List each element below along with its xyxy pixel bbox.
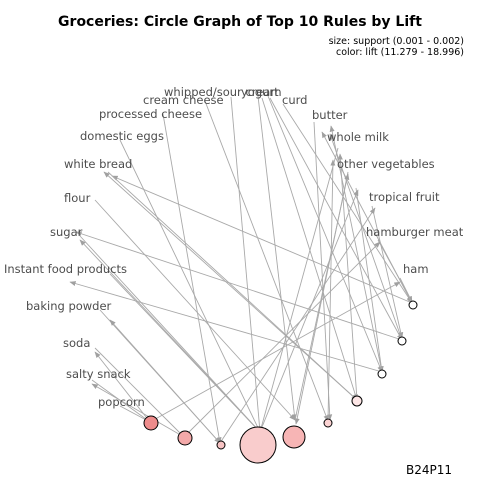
item-label-whole-milk: whole milk bbox=[327, 130, 389, 144]
rule-node-2[interactable] bbox=[397, 336, 407, 346]
edge bbox=[79, 239, 261, 433]
rule-node-4[interactable] bbox=[351, 395, 363, 407]
footer-code: B24P11 bbox=[406, 463, 453, 477]
item-label-instant-food-products: Instant food products bbox=[4, 262, 127, 276]
edge bbox=[69, 281, 383, 373]
rule-node-9[interactable] bbox=[177, 430, 193, 446]
edge bbox=[91, 383, 185, 438]
item-label-baking-powder: baking powder bbox=[26, 299, 112, 313]
item-label-curd: curd bbox=[282, 93, 307, 107]
item-label-cream-cheese: cream cheese bbox=[143, 93, 224, 107]
rule-node-6[interactable] bbox=[282, 425, 306, 449]
edge bbox=[261, 97, 358, 401]
edge bbox=[75, 231, 403, 341]
rule-node-7[interactable] bbox=[239, 426, 277, 464]
item-label-ham: ham bbox=[403, 262, 429, 276]
item-label-butter: butter bbox=[312, 108, 348, 122]
item-label-yogurt: yogurt bbox=[241, 85, 279, 99]
edge bbox=[355, 187, 384, 373]
item-label-popcorn: popcorn bbox=[98, 395, 145, 409]
chart-title: Groceries: Circle Graph of Top 10 Rules … bbox=[58, 14, 422, 30]
edge bbox=[119, 139, 261, 433]
edge bbox=[103, 171, 358, 401]
item-label-processed-cheese: processed cheese bbox=[99, 107, 202, 121]
edge bbox=[294, 173, 350, 421]
item-label-salty-snack: salty snack bbox=[66, 367, 131, 381]
edge bbox=[259, 189, 359, 433]
edge bbox=[327, 159, 336, 422]
edge bbox=[321, 131, 413, 304]
item-label-flour: flour bbox=[64, 191, 91, 205]
edge bbox=[257, 95, 297, 421]
edge bbox=[94, 199, 296, 421]
edge bbox=[162, 113, 222, 444]
edge bbox=[337, 153, 358, 401]
rule-node-8[interactable] bbox=[216, 440, 226, 450]
edge bbox=[371, 205, 404, 339]
edge bbox=[259, 147, 339, 433]
rule-node-1[interactable] bbox=[408, 300, 418, 310]
item-label-white-bread: white bread bbox=[64, 157, 132, 171]
edge bbox=[107, 171, 358, 401]
edge bbox=[269, 97, 403, 341]
edge bbox=[267, 95, 383, 373]
rule-node-3[interactable] bbox=[377, 369, 387, 379]
edge bbox=[313, 121, 333, 421]
item-label-domestic-eggs: domestic eggs bbox=[80, 129, 164, 143]
edge bbox=[399, 277, 413, 303]
item-label-sugar: sugar bbox=[50, 225, 83, 239]
edge bbox=[94, 351, 151, 423]
edge bbox=[329, 133, 403, 341]
edge bbox=[183, 241, 381, 438]
legend-size-text: size: support (0.001 - 0.002) bbox=[328, 36, 464, 47]
edge bbox=[219, 207, 376, 444]
edge bbox=[94, 347, 185, 438]
item-label-soda: soda bbox=[63, 336, 90, 350]
item-label-tropical-fruit: tropical fruit bbox=[369, 190, 440, 204]
edge bbox=[79, 235, 261, 433]
rule-edges bbox=[69, 95, 413, 444]
edge bbox=[109, 319, 221, 444]
edge bbox=[111, 175, 413, 304]
rule-node-10[interactable] bbox=[143, 415, 159, 431]
item-label-whipped-sour-cream: whipped/sour cream bbox=[164, 85, 282, 99]
item-label-hamburger-meat: hamburger meat bbox=[366, 225, 464, 239]
item-label-other-vegetables: other vegetables bbox=[337, 157, 435, 171]
rule-node-5[interactable] bbox=[323, 418, 333, 428]
legend-color-text: color: lift (11.279 - 18.996) bbox=[335, 47, 464, 58]
edge bbox=[230, 96, 263, 433]
edge bbox=[149, 281, 401, 423]
